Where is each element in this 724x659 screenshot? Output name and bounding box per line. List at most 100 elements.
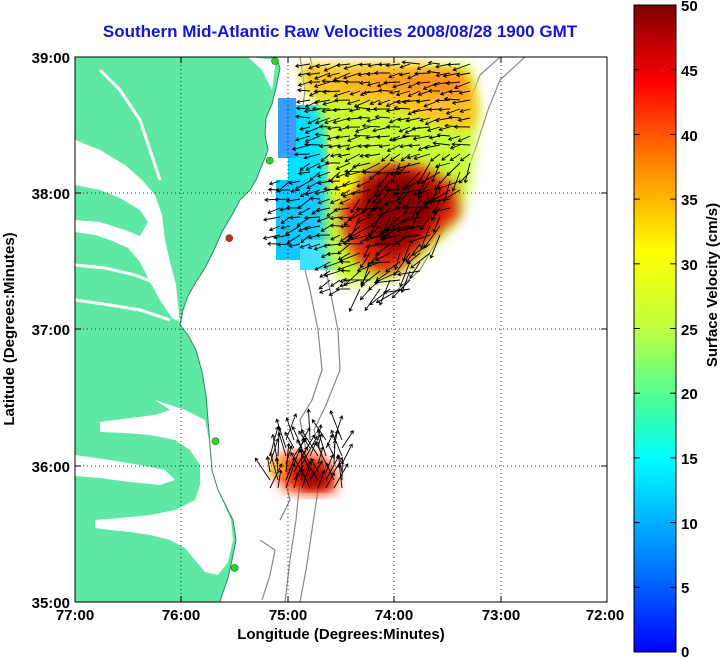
velocity-arrow xyxy=(359,288,371,301)
velocity-arrow xyxy=(307,243,321,250)
velocity-arrow xyxy=(357,143,371,149)
velocity-arrow xyxy=(392,81,411,89)
velocity-arrow xyxy=(304,126,321,134)
station-marker xyxy=(271,57,279,65)
velocity-arrow xyxy=(334,98,351,103)
velocity-arrow xyxy=(311,419,327,441)
velocity-arrow xyxy=(459,153,471,162)
x-axis-label: Longitude (Degrees:Minutes) xyxy=(237,626,445,643)
velocity-arrow xyxy=(268,451,279,481)
velocity-arrow xyxy=(276,242,291,247)
velocity-arrow xyxy=(337,261,361,271)
velocity-arrow xyxy=(345,125,361,130)
velocity-arrow xyxy=(446,62,461,67)
velocity-arrow xyxy=(314,72,331,80)
velocity-arrow xyxy=(339,234,351,242)
colorbar-label: Surface Velocity (cm/s) xyxy=(704,203,721,367)
velocity-arrow xyxy=(294,152,311,157)
colorbar-tick-label: 20 xyxy=(681,386,698,403)
velocity-arrow xyxy=(448,89,461,94)
velocity-arrow xyxy=(400,153,411,162)
velocity-arrow xyxy=(348,288,361,312)
velocity-arrow xyxy=(277,469,283,489)
velocity-arrow xyxy=(344,79,361,85)
velocity-arrow xyxy=(368,234,391,240)
velocity-arrow xyxy=(322,243,341,248)
velocity-arrow xyxy=(435,98,451,103)
velocity-arrow xyxy=(284,431,295,449)
river-north xyxy=(98,68,162,181)
velocity-arrow xyxy=(335,162,351,171)
velocity-arrow xyxy=(280,225,291,230)
velocity-arrow xyxy=(429,153,441,162)
velocity-arrow xyxy=(285,413,298,441)
velocity-arrow xyxy=(375,171,401,176)
velocity-arrow xyxy=(361,123,381,129)
y-tick-label: 37:00 xyxy=(32,322,70,339)
velocity-arrow xyxy=(295,106,311,111)
velocity-arrow xyxy=(379,216,401,236)
velocity-arrow xyxy=(397,270,421,277)
velocity-arrow xyxy=(343,207,361,226)
y-tick-label: 38:00 xyxy=(32,186,70,203)
velocity-arrows-south xyxy=(254,408,354,489)
velocity-arrow xyxy=(319,270,331,278)
velocity-arrow xyxy=(407,90,421,98)
velocity-arrow xyxy=(417,162,431,185)
velocity-arrow xyxy=(413,71,431,76)
velocity-arrow xyxy=(422,81,441,90)
station-marker xyxy=(225,234,234,243)
x-tick-label: 76:00 xyxy=(162,607,200,624)
velocity-arrow xyxy=(268,180,281,186)
velocity-arrow xyxy=(367,63,381,68)
velocity-arrow xyxy=(316,216,331,223)
velocity-arrow xyxy=(296,439,311,465)
velocity-arrow xyxy=(336,144,351,149)
velocity-arrow xyxy=(452,63,471,72)
velocity-arrow xyxy=(309,460,323,481)
velocity-arrow xyxy=(326,135,341,141)
velocity-arrow xyxy=(262,234,281,241)
velocity-arrow xyxy=(337,153,351,159)
velocity-arrow xyxy=(297,198,311,210)
velocity-arrow xyxy=(383,198,401,206)
velocity-arrow xyxy=(369,99,381,106)
velocity-arrow xyxy=(334,135,351,140)
velocity-arrow xyxy=(411,126,431,131)
velocity-arrow xyxy=(439,90,451,96)
velocity-arrow xyxy=(459,108,471,114)
velocity-arrow xyxy=(369,162,391,181)
velocity-arrow xyxy=(376,134,391,140)
velocity-arrow xyxy=(309,196,321,201)
velocity-arrow xyxy=(274,187,291,193)
velocity-arrow xyxy=(329,153,341,158)
velocity-arrow xyxy=(342,277,371,282)
velocity-arrow xyxy=(434,117,451,123)
velocity-arrow xyxy=(431,207,451,214)
velocity-arrow xyxy=(413,153,431,161)
velocity-arrow xyxy=(305,162,321,171)
velocity-arrow xyxy=(326,72,341,78)
velocity-arrow xyxy=(372,180,391,204)
velocity-arrow xyxy=(346,99,361,106)
velocity-arrow xyxy=(294,63,311,69)
velocity-arrow xyxy=(399,144,411,149)
velocity-arrow xyxy=(299,189,311,198)
velocity-arrow xyxy=(343,270,361,287)
velocity-arrow xyxy=(397,117,411,122)
velocity-arrow xyxy=(346,116,361,122)
colorbar-tick-label: 10 xyxy=(681,516,698,533)
velocity-arrow xyxy=(427,60,441,66)
velocity-arrow xyxy=(304,135,321,143)
velocity-arrow xyxy=(417,144,431,151)
velocity-arrow xyxy=(406,153,421,160)
velocity-arrow xyxy=(410,252,431,269)
x-tick-label: 74:00 xyxy=(375,607,413,624)
velocity-arrow xyxy=(363,144,381,149)
velocity-arrow xyxy=(329,409,343,441)
velocity-arrow xyxy=(364,153,381,159)
x-tick-label: 73:00 xyxy=(482,607,520,624)
velocity-arrow xyxy=(327,126,341,131)
velocity-arrow xyxy=(320,153,331,162)
velocity-arrow xyxy=(323,187,341,192)
